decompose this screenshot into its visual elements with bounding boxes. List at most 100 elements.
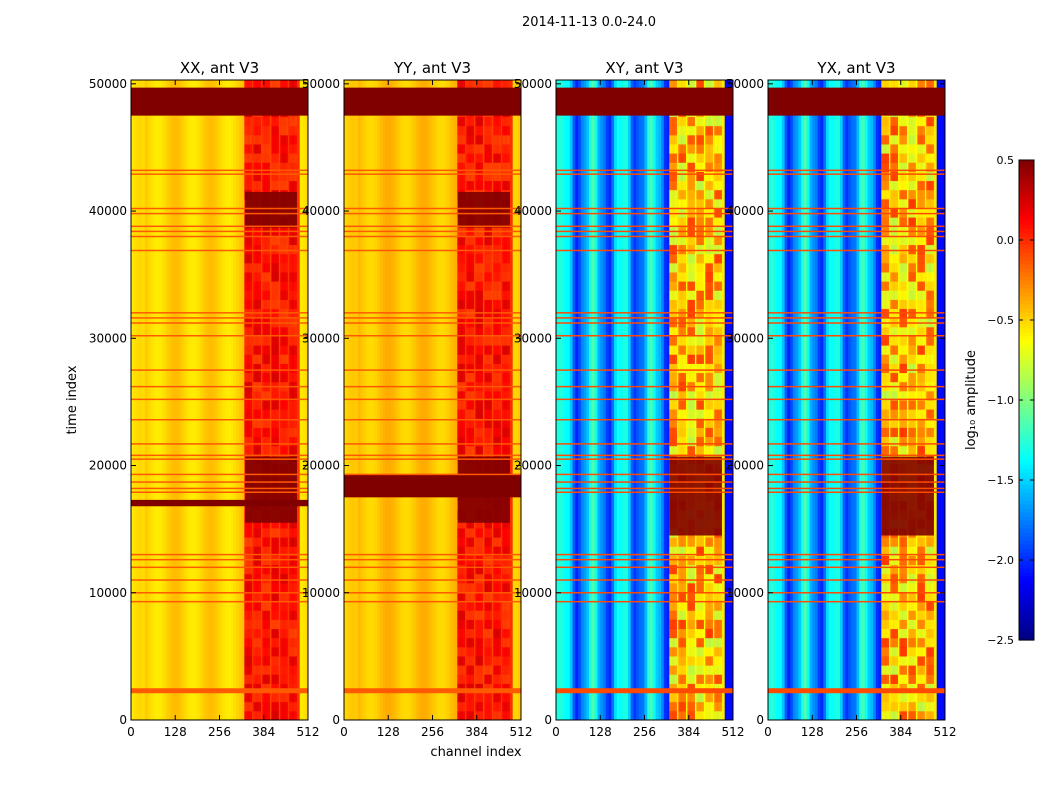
heatmap-cell [262, 619, 270, 630]
heatmap-cell [705, 208, 713, 218]
heatmap-cell [271, 619, 279, 630]
colorbar-segment [1019, 452, 1034, 457]
flagged-row [344, 566, 521, 569]
heatmap-cell [678, 336, 686, 346]
heatmap-cell [899, 427, 907, 438]
heatmap-cell [917, 665, 925, 675]
heatmap-cell [271, 253, 279, 264]
heatmap-cell [493, 281, 501, 291]
heatmap-cell [253, 281, 261, 291]
heatmap-cell [908, 198, 916, 209]
heatmap-cell [714, 445, 722, 456]
heatmap-cell [705, 134, 713, 145]
colorbar-segment [1019, 500, 1034, 505]
heatmap-cell [244, 601, 252, 611]
heatmap-cell [714, 418, 722, 428]
heatmap-cell [696, 546, 704, 556]
heatmap-cell [289, 125, 297, 136]
colorbar-segment [1019, 316, 1034, 321]
flagged-row [556, 600, 733, 603]
heatmap-cell [457, 665, 465, 675]
heatmap-cell [926, 390, 934, 401]
flagged-row [131, 207, 308, 210]
heatmap-cell [457, 290, 465, 300]
heatmap-cell [457, 518, 465, 529]
heatmap-cell [484, 80, 492, 90]
heatmap-cell [687, 372, 695, 383]
heatmap-cell [890, 290, 898, 300]
heatmap-cell [705, 610, 713, 620]
colorbar-segment [1019, 436, 1034, 441]
flagged-row [344, 317, 521, 319]
flagged-row [131, 312, 308, 314]
flagged-row [556, 558, 733, 561]
heatmap-cell [687, 262, 695, 273]
heatmap-cell [917, 400, 925, 410]
heatmap-cell [253, 171, 261, 182]
flagged-row [768, 579, 945, 581]
heatmap-cell [262, 418, 270, 428]
heatmap-cell [253, 390, 261, 401]
heatmap-cell [244, 235, 252, 246]
heatmap-cell [475, 546, 483, 556]
colorbar-segment [1019, 264, 1034, 269]
heatmap-cell [705, 272, 713, 282]
heatmap-cell [687, 582, 695, 593]
heatmap-cell [280, 180, 288, 191]
heatmap-cell [466, 144, 474, 154]
heatmap-cell [502, 418, 510, 428]
heatmap-cell [262, 363, 270, 374]
heatmap-cell [669, 610, 677, 620]
heatmap-cell [678, 656, 686, 666]
colorbar-segment [1019, 512, 1034, 517]
colorbar-segment [1019, 600, 1034, 605]
heatmap-cell [669, 400, 677, 410]
x-tick-label: 384 [465, 725, 488, 739]
heatmap-cell [280, 592, 288, 602]
heatmap-cell [899, 363, 907, 374]
heatmap-cell [714, 116, 722, 127]
flagged-row [768, 249, 945, 252]
saturated-block [881, 456, 934, 536]
flagged-row [768, 173, 945, 175]
heatmap-cell [493, 235, 501, 246]
heatmap-cell [881, 701, 889, 712]
heatmap-cell [669, 390, 677, 401]
heatmap-cell [687, 701, 695, 712]
heatmap-cell [687, 235, 695, 246]
heatmap-cell [890, 546, 898, 556]
heatmap-cell [493, 619, 501, 630]
heatmap-cell [705, 400, 713, 410]
heatmap-cell [466, 363, 474, 374]
heatmap-cell [881, 710, 889, 720]
heatmap-cell [714, 281, 722, 291]
colorbar-segment [1019, 344, 1034, 349]
colorbar-segment [1019, 260, 1034, 265]
heatmap-cell [244, 363, 252, 374]
heatmap-cell [280, 372, 288, 383]
heatmap-cell [289, 354, 297, 364]
heatmap-cell [262, 592, 270, 602]
colorbar-segment [1019, 292, 1034, 297]
heatmap-cell [917, 290, 925, 300]
heatmap-cell [926, 134, 934, 145]
heatmap-cell [289, 674, 297, 684]
heatmap-cell [899, 217, 907, 227]
x-tick-label: 512 [510, 725, 533, 739]
heatmap-cell [899, 144, 907, 154]
colorbar-segment [1019, 412, 1034, 417]
heatmap-cell [881, 628, 889, 639]
heatmap-cell [244, 537, 252, 547]
heatmap-cell [669, 198, 677, 209]
heatmap-cell [289, 582, 297, 593]
heatmap-cell [899, 134, 907, 145]
heatmap-cell [696, 116, 704, 127]
heatmap-cell [899, 436, 907, 447]
flagged-row [344, 473, 521, 476]
heatmap-cell [908, 610, 916, 620]
heatmap-cell [899, 326, 907, 337]
heatmap-cell [926, 436, 934, 447]
heatmap-cell [908, 674, 916, 684]
heatmap-cell [253, 610, 261, 620]
heatmap-cell [696, 198, 704, 209]
